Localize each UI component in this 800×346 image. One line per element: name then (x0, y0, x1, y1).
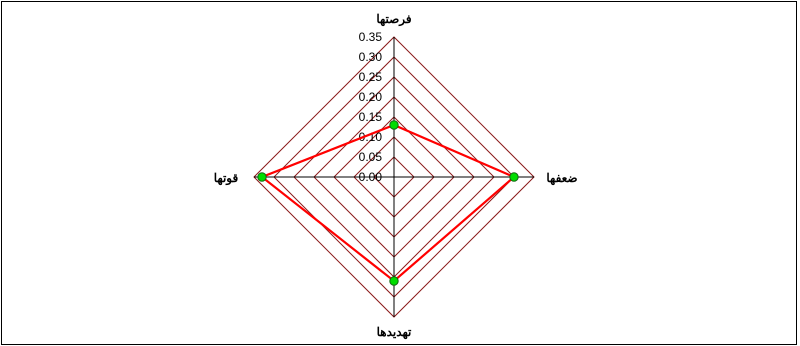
tick-label-2: 0.10 (359, 130, 383, 144)
axis-label-right: ضعفها (546, 171, 577, 186)
axis-labels: فرصتها ضعفها تهدیدها قوتها (214, 12, 578, 340)
axis-label-bottom: تهدیدها (377, 325, 412, 340)
tick-label-0: 0.00 (359, 170, 383, 184)
tick-label-6: 0.30 (359, 50, 383, 64)
data-point-left (257, 172, 267, 182)
radar-series (257, 120, 519, 286)
radial-tick-labels: 0.00 0.05 0.10 0.15 0.20 0.25 0.30 0.35 (359, 30, 383, 184)
axis-label-top: فرصتها (376, 12, 412, 27)
tick-label-4: 0.20 (359, 90, 383, 104)
tick-label-7: 0.35 (359, 30, 383, 44)
tick-label-3: 0.15 (359, 110, 383, 124)
data-point-right (509, 172, 519, 182)
tick-label-1: 0.05 (359, 150, 383, 164)
radar-axes (254, 37, 534, 317)
axis-label-left: قوتها (214, 171, 239, 186)
data-point-top (389, 120, 399, 130)
data-point-bottom (389, 276, 399, 286)
tick-label-5: 0.25 (359, 70, 383, 84)
